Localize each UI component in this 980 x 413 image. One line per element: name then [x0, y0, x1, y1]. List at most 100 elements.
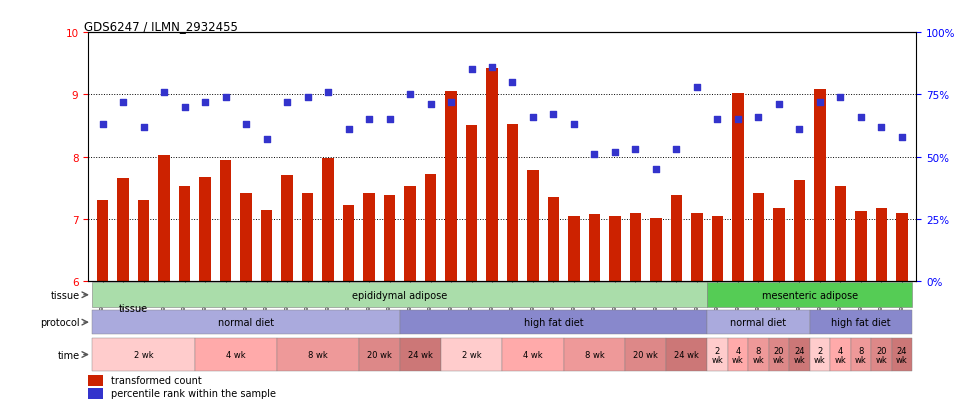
Point [730, 116, 746, 123]
Point [422, 102, 438, 108]
Bar [809, 310, 912, 335]
Point [279, 99, 295, 106]
Point [833, 94, 849, 101]
Point [854, 114, 869, 121]
Bar [486, 69, 498, 281]
Point [95, 121, 111, 128]
Bar [651, 218, 662, 281]
Bar [179, 187, 190, 281]
Text: 24
wk: 24 wk [896, 346, 907, 363]
Bar [400, 338, 441, 371]
Bar [732, 94, 744, 281]
Bar [830, 338, 851, 371]
Point [566, 121, 582, 128]
Point [320, 89, 336, 96]
Bar [220, 160, 231, 281]
Bar [88, 388, 103, 399]
Point [443, 99, 459, 106]
Text: 20
wk: 20 wk [875, 346, 887, 363]
Bar [281, 176, 293, 281]
Text: 4 wk: 4 wk [226, 350, 246, 359]
Point [710, 116, 725, 123]
Text: 8
wk: 8 wk [856, 346, 867, 363]
Point [608, 149, 623, 156]
Bar [364, 193, 374, 281]
Point [505, 79, 520, 86]
Bar [625, 338, 666, 371]
Text: 2
wk: 2 wk [711, 346, 723, 363]
Bar [666, 338, 708, 371]
Text: 24 wk: 24 wk [408, 350, 433, 359]
Text: 24 wk: 24 wk [674, 350, 699, 359]
Point [176, 104, 192, 111]
Text: high fat diet: high fat diet [523, 317, 583, 328]
Text: 20
wk: 20 wk [773, 346, 785, 363]
Point [156, 89, 171, 96]
Bar [691, 213, 703, 281]
Bar [708, 310, 809, 335]
Point [792, 127, 808, 133]
Bar [425, 175, 436, 281]
Text: 20 wk: 20 wk [633, 350, 659, 359]
Text: 4
wk: 4 wk [835, 346, 847, 363]
Bar [768, 338, 789, 371]
Bar [199, 177, 211, 281]
Point [894, 134, 909, 141]
Bar [441, 338, 502, 371]
Bar [851, 338, 871, 371]
Bar [195, 338, 276, 371]
Bar [138, 201, 149, 281]
Text: 8 wk: 8 wk [585, 350, 605, 359]
Bar [302, 193, 314, 281]
Bar [610, 216, 620, 281]
Bar [708, 338, 728, 371]
Point [238, 121, 254, 128]
Text: 2
wk: 2 wk [814, 346, 826, 363]
Text: 2 wk: 2 wk [133, 350, 153, 359]
Point [362, 116, 377, 123]
Point [218, 94, 233, 101]
Bar [871, 338, 892, 371]
Point [771, 102, 787, 108]
Bar [97, 201, 108, 281]
Bar [466, 126, 477, 281]
Text: high fat diet: high fat diet [831, 317, 891, 328]
Bar [405, 187, 416, 281]
Bar [876, 208, 887, 281]
Point [464, 67, 479, 74]
Point [525, 114, 541, 121]
Bar [671, 196, 682, 281]
Bar [359, 338, 400, 371]
Point [587, 152, 603, 158]
Bar [400, 310, 708, 335]
Bar [384, 196, 395, 281]
Text: normal diet: normal diet [218, 317, 274, 328]
Bar [159, 156, 170, 281]
Text: 8
wk: 8 wk [753, 346, 764, 363]
Bar [118, 179, 128, 281]
Point [627, 147, 643, 153]
Bar [564, 338, 625, 371]
Text: protocol: protocol [40, 317, 80, 328]
Bar [445, 92, 457, 281]
Point [259, 137, 274, 143]
Bar [789, 338, 809, 371]
Text: normal diet: normal diet [730, 317, 787, 328]
Bar [856, 212, 866, 281]
Bar [322, 159, 333, 281]
Point [751, 114, 766, 121]
Text: 4
wk: 4 wk [732, 346, 744, 363]
Bar [630, 213, 641, 281]
Bar [711, 216, 723, 281]
Bar [589, 214, 600, 281]
Point [197, 99, 213, 106]
Bar [773, 208, 785, 281]
Bar [794, 181, 806, 281]
Bar [502, 338, 563, 371]
Bar [548, 197, 560, 281]
Text: tissue: tissue [120, 304, 148, 314]
Bar [261, 210, 272, 281]
Point [116, 99, 131, 106]
Text: tissue: tissue [51, 290, 80, 300]
Bar [753, 193, 764, 281]
